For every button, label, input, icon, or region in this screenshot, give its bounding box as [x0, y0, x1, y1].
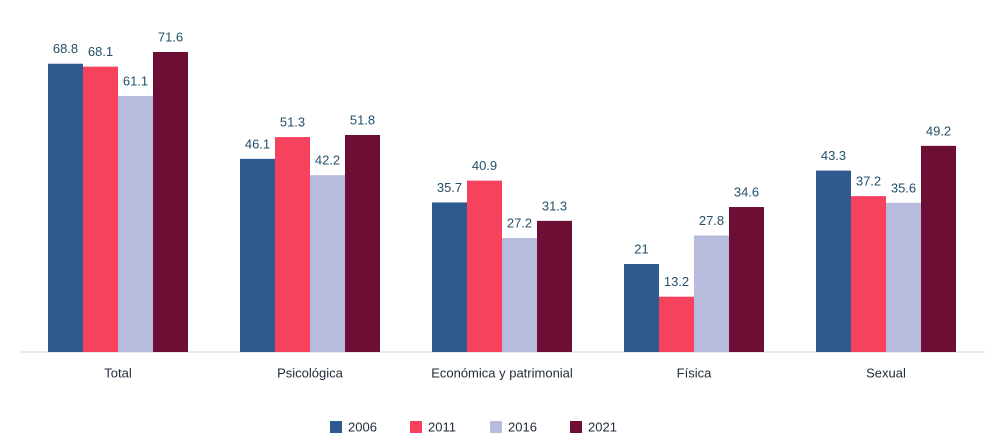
bar: [624, 264, 659, 352]
bar: [310, 175, 345, 352]
bar: [851, 196, 886, 352]
value-label: 21: [634, 241, 648, 256]
value-label: 40.9: [472, 158, 497, 173]
bar: [921, 145, 956, 352]
x-tick-label: Total: [104, 365, 132, 380]
x-tick-label: Sexual: [866, 365, 906, 380]
legend-swatch: [330, 421, 342, 433]
x-tick-label: Psicológica: [277, 365, 344, 380]
legend-label: 2016: [508, 419, 537, 434]
bar: [275, 137, 310, 352]
value-label: 46.1: [245, 136, 270, 151]
legend-swatch: [410, 421, 422, 433]
x-tick-label: Física: [677, 365, 712, 380]
bar: [153, 52, 188, 352]
bar: [659, 296, 694, 352]
legend-swatch: [570, 421, 582, 433]
bar: [83, 66, 118, 353]
value-label: 51.8: [350, 112, 375, 127]
bar: [816, 170, 851, 352]
value-label: 68.8: [53, 41, 78, 56]
value-label: 51.3: [280, 114, 305, 129]
bar: [502, 238, 537, 352]
value-label: 35.6: [891, 180, 916, 195]
bar: [694, 235, 729, 352]
legend-label: 2021: [588, 419, 617, 434]
legend-swatch: [490, 421, 502, 433]
value-label: 31.3: [542, 198, 567, 213]
value-label: 13.2: [664, 274, 689, 289]
bar: [467, 180, 502, 352]
value-label: 61.1: [123, 73, 148, 88]
bar: [48, 63, 83, 352]
bar: [118, 95, 153, 352]
bar: [537, 220, 572, 352]
bar: [432, 202, 467, 352]
bar: [729, 207, 764, 352]
value-label: 34.6: [734, 184, 759, 199]
value-label: 35.7: [437, 180, 462, 195]
value-label: 37.2: [856, 174, 881, 189]
value-label: 43.3: [821, 148, 846, 163]
legend-label: 2006: [348, 419, 377, 434]
value-label: 68.1: [88, 44, 113, 59]
legend-label: 2011: [428, 419, 456, 434]
value-label: 42.2: [315, 153, 340, 168]
x-tick-label: Económica y patrimonial: [431, 365, 573, 380]
bar: [886, 202, 921, 352]
value-label: 49.2: [926, 123, 951, 138]
value-label: 27.8: [699, 213, 724, 228]
bar: [345, 134, 380, 352]
value-label: 27.2: [507, 215, 532, 230]
value-label: 71.6: [158, 29, 183, 44]
bar: [240, 158, 275, 352]
